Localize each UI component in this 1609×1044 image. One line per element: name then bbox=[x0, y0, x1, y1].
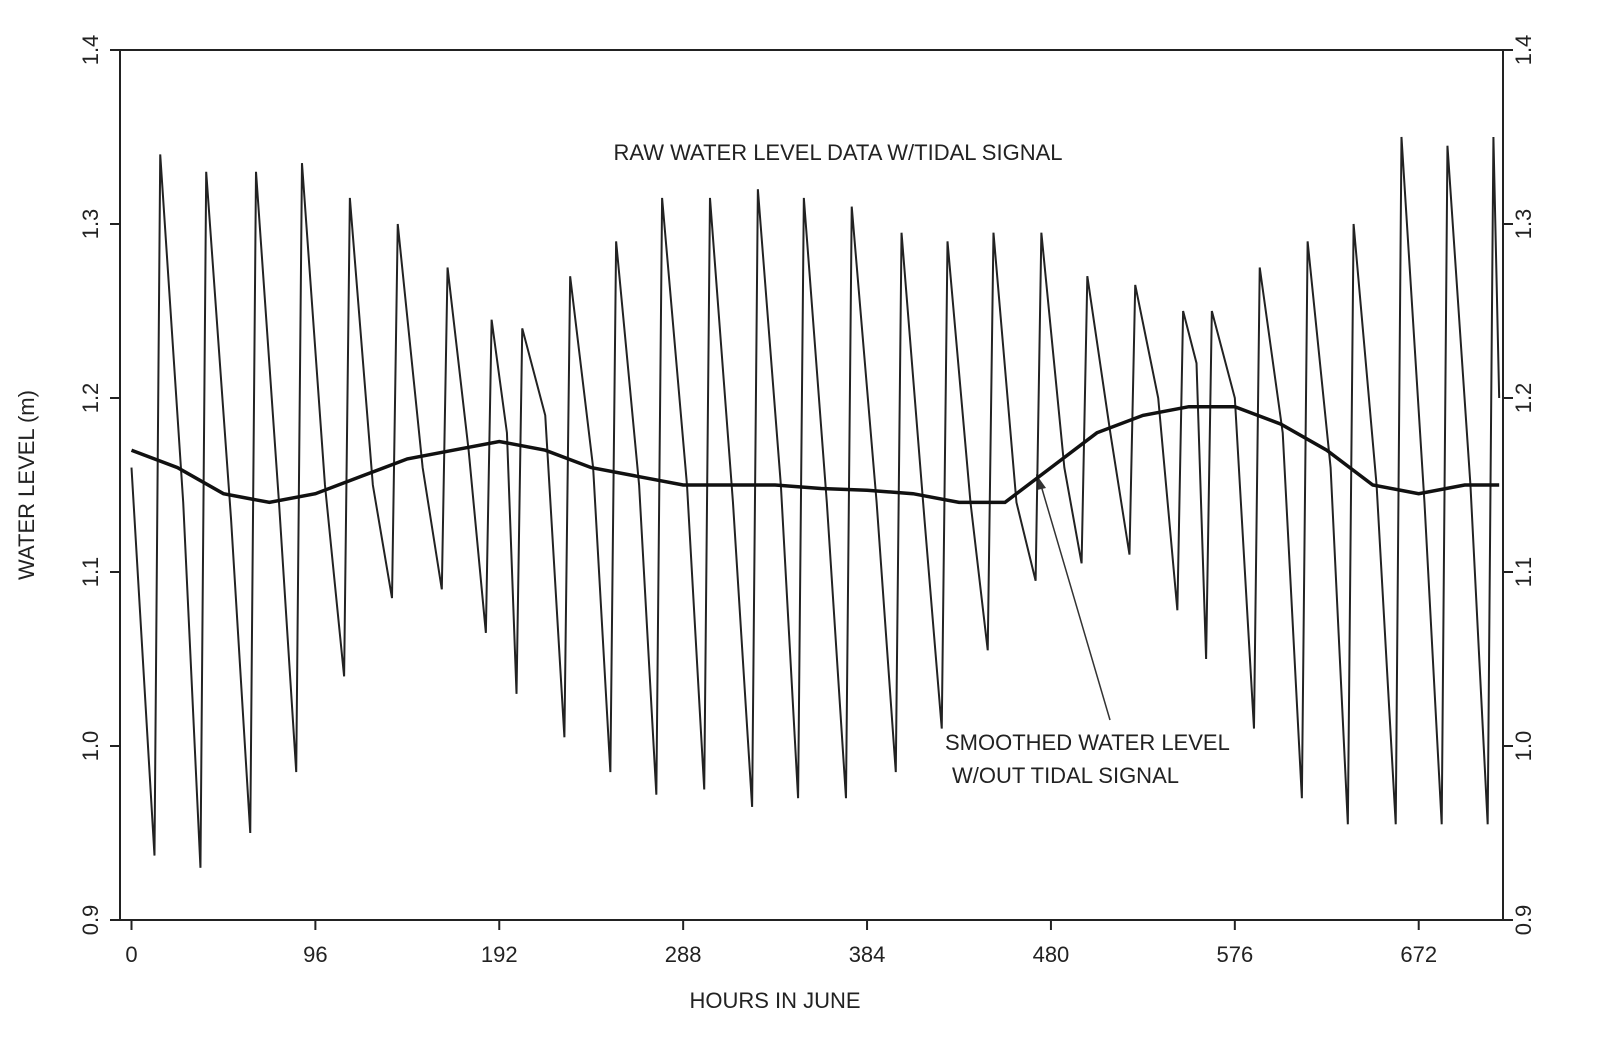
y-axis-label: WATER LEVEL (m) bbox=[14, 390, 39, 580]
y-tick-label: 1.1 bbox=[78, 557, 103, 588]
x-tick-label: 576 bbox=[1216, 942, 1253, 967]
plot-frame bbox=[119, 49, 1504, 921]
y2-tick-label: 1.2 bbox=[1511, 383, 1536, 414]
y2-tick-label: 0.9 bbox=[1511, 905, 1536, 936]
y-tick-label: 1.2 bbox=[78, 383, 103, 414]
x-tick-label: 192 bbox=[481, 942, 518, 967]
x-tick-label: 672 bbox=[1400, 942, 1437, 967]
x-tick-label: 288 bbox=[665, 942, 702, 967]
line bbox=[130, 136, 1501, 868]
x-tick-label: 96 bbox=[303, 942, 327, 967]
x-tick-label: 480 bbox=[1033, 942, 1070, 967]
annotation: RAW WATER LEVEL DATA W/TIDAL SIGNAL bbox=[613, 140, 1062, 165]
y-tick-label: 1.4 bbox=[78, 35, 103, 66]
arrow bbox=[1039, 481, 1111, 721]
annotation: SMOOTHED WATER LEVEL bbox=[945, 730, 1230, 755]
x-tick-label: 384 bbox=[849, 942, 886, 967]
y2-tick-label: 1.1 bbox=[1511, 557, 1536, 588]
y2-tick-label: 1.0 bbox=[1511, 731, 1536, 762]
annotation: W/OUT TIDAL SIGNAL bbox=[952, 763, 1179, 788]
line bbox=[130, 404, 1500, 505]
y2-tick-label: 1.3 bbox=[1511, 209, 1536, 240]
x-axis-label: HOURS IN JUNE bbox=[689, 988, 860, 1013]
y-tick-label: 1.3 bbox=[78, 209, 103, 240]
y-tick-label: 1.0 bbox=[78, 731, 103, 762]
y2-tick-label: 1.4 bbox=[1511, 35, 1536, 66]
x-tick-label: 0 bbox=[125, 942, 137, 967]
y-tick-label: 0.9 bbox=[78, 905, 103, 936]
